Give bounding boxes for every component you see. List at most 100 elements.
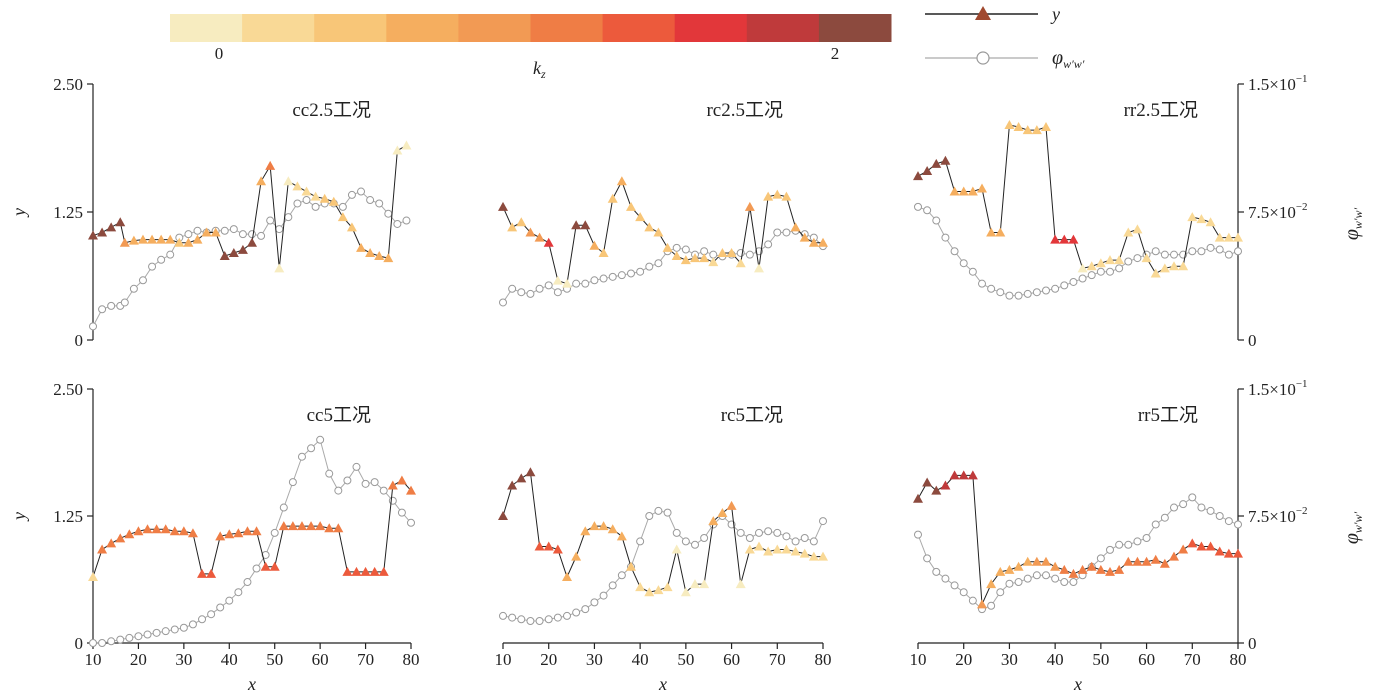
phi-point bbox=[1170, 503, 1178, 512]
x-tick-label: 10 bbox=[910, 650, 927, 669]
y-tick-label: 2.50 bbox=[53, 380, 83, 399]
phi-point bbox=[1215, 512, 1224, 520]
y-point bbox=[115, 533, 126, 543]
y-point bbox=[337, 212, 348, 222]
phi-point bbox=[654, 259, 663, 268]
y-point bbox=[754, 263, 764, 273]
y-point bbox=[498, 511, 508, 520]
y2-tick-label: 1.5×10−1 bbox=[1248, 73, 1308, 94]
y-point bbox=[744, 201, 755, 211]
y-point bbox=[1214, 232, 1225, 242]
y-point bbox=[1178, 261, 1189, 271]
phi-line bbox=[502, 230, 824, 303]
panel-3: cc5工况 0 1.25 2.50 y 10 20 30 40 50 60 70 80 x bbox=[9, 380, 420, 694]
y-point bbox=[671, 251, 682, 261]
y-point bbox=[735, 579, 746, 589]
phi-point bbox=[1188, 247, 1197, 256]
phi-point bbox=[270, 528, 279, 537]
phi-point bbox=[517, 288, 526, 297]
x-tick-label: 30 bbox=[175, 650, 192, 669]
y-point bbox=[1041, 556, 1051, 566]
y-tick-label: 1.25 bbox=[53, 203, 83, 222]
x-tick-label: 40 bbox=[221, 650, 238, 669]
phi-point bbox=[782, 228, 791, 237]
phi-line bbox=[92, 190, 407, 327]
y-point bbox=[1132, 224, 1143, 234]
phi-point bbox=[148, 262, 157, 271]
phi-point bbox=[1032, 571, 1041, 580]
y-point bbox=[543, 541, 554, 551]
colorbar-segment bbox=[818, 14, 892, 42]
phi-point bbox=[288, 478, 297, 487]
y-point bbox=[507, 222, 518, 232]
y-point bbox=[525, 227, 536, 237]
y-point bbox=[1114, 255, 1125, 265]
y-point bbox=[967, 470, 978, 480]
y-point bbox=[1050, 561, 1061, 571]
colorbar-label: kz bbox=[533, 58, 546, 81]
phi-point bbox=[773, 528, 782, 537]
x-tick-label: 50 bbox=[677, 650, 694, 669]
legend: y φw′w′ bbox=[925, 4, 1085, 71]
y-point bbox=[151, 524, 162, 534]
colorbar-segment bbox=[530, 14, 604, 42]
y-point bbox=[1223, 232, 1234, 242]
y-point bbox=[160, 524, 171, 534]
colorbar-segment bbox=[386, 14, 459, 42]
phi-point bbox=[1069, 277, 1078, 286]
phi-point bbox=[590, 276, 599, 285]
y-point bbox=[278, 521, 289, 531]
y-point bbox=[1086, 261, 1097, 271]
phi-point bbox=[535, 284, 544, 293]
phi-point bbox=[1032, 288, 1041, 297]
phi-point bbox=[375, 199, 384, 208]
phi-point bbox=[599, 591, 608, 600]
phi-point bbox=[508, 284, 517, 293]
y-point bbox=[967, 186, 978, 196]
y-point bbox=[534, 232, 545, 242]
y-point bbox=[97, 227, 108, 237]
y-point bbox=[571, 220, 582, 230]
phi-point bbox=[517, 615, 526, 624]
y-point bbox=[516, 217, 527, 227]
y-point bbox=[392, 145, 403, 155]
phi-point bbox=[1234, 247, 1242, 256]
phi-point bbox=[284, 213, 293, 222]
x-tick-label: 60 bbox=[1138, 650, 1155, 669]
y-point bbox=[346, 222, 357, 232]
y-point bbox=[690, 579, 700, 589]
y-point bbox=[977, 599, 987, 609]
y-point bbox=[324, 523, 335, 533]
y-point bbox=[799, 548, 810, 558]
circle-icon bbox=[976, 51, 990, 65]
y-point bbox=[242, 526, 253, 536]
y-point bbox=[1196, 541, 1207, 551]
phi-point bbox=[627, 269, 635, 278]
y-point bbox=[717, 247, 728, 257]
y-point bbox=[1041, 122, 1051, 132]
phi-point bbox=[544, 281, 553, 290]
phi-point bbox=[1042, 286, 1050, 295]
y-point bbox=[977, 183, 987, 193]
y-point bbox=[1205, 541, 1216, 551]
phi-point bbox=[257, 231, 266, 240]
phi-point bbox=[581, 279, 590, 288]
phi-point bbox=[709, 250, 718, 259]
y-point bbox=[315, 521, 326, 531]
y-point bbox=[1013, 122, 1024, 132]
y-point bbox=[378, 566, 389, 576]
y-point bbox=[1095, 258, 1106, 268]
y-point bbox=[1068, 234, 1079, 244]
y-point bbox=[1187, 212, 1198, 222]
y-point bbox=[1178, 544, 1189, 554]
phi-point bbox=[1234, 520, 1242, 529]
phi-point bbox=[366, 196, 375, 205]
y-point bbox=[690, 253, 700, 263]
y-point bbox=[206, 568, 217, 578]
phi-point bbox=[338, 202, 347, 211]
y-point bbox=[383, 253, 394, 263]
x-tick-label: 80 bbox=[1230, 650, 1247, 669]
phi-point bbox=[107, 301, 116, 310]
phi-point bbox=[243, 578, 252, 587]
phi-point bbox=[1224, 250, 1233, 259]
